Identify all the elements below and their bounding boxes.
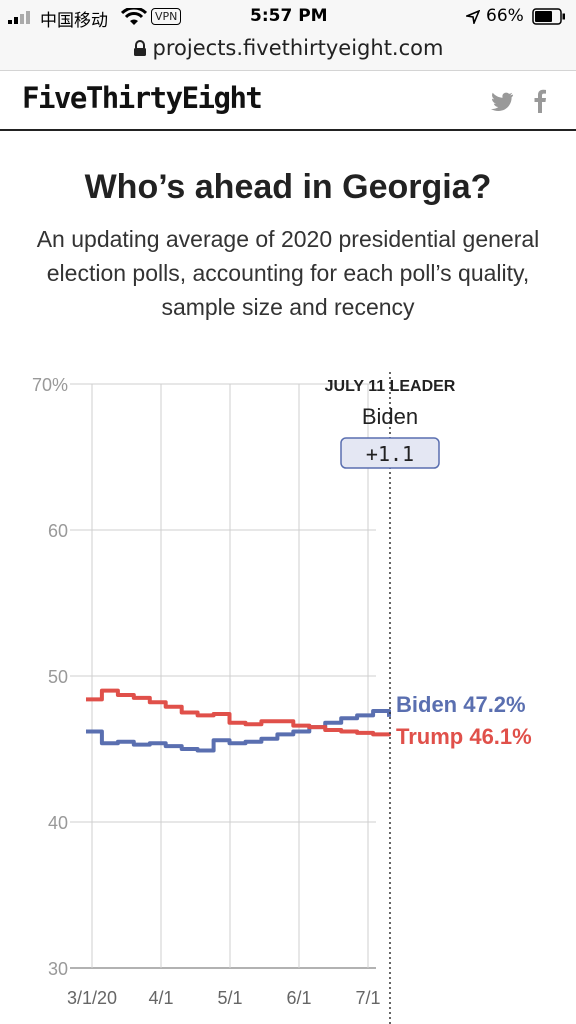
status-bar: 中国移动 VPN 5:57 PM 66% bbox=[0, 0, 576, 34]
x-tick-label: 3/1/20 bbox=[67, 988, 117, 1008]
x-tick-label: 4/1 bbox=[148, 988, 173, 1008]
y-tick-label: 30 bbox=[48, 959, 68, 979]
poll-average-chart: 70% 60 50 40 30 3/1/20 4/1 5/1 6/1 7/1 Biden 47.2%… bbox=[32, 372, 532, 1024]
x-tick-label: 6/1 bbox=[286, 988, 311, 1008]
battery-icon bbox=[532, 8, 565, 25]
series-label-biden: Biden 47.2% bbox=[396, 692, 526, 717]
y-tick-label: 70% bbox=[32, 375, 68, 395]
series-line-trump bbox=[86, 688, 391, 737]
leader-name: Biden bbox=[362, 404, 418, 429]
url-text: projects.fivethirtyeight.com bbox=[152, 36, 444, 60]
y-tick-label: 40 bbox=[48, 813, 68, 833]
site-header: FiveThirtyEight bbox=[0, 71, 576, 131]
battery-percent: 66% bbox=[486, 6, 524, 26]
y-tick-label: 60 bbox=[48, 521, 68, 541]
carrier-name: 中国移动 bbox=[40, 11, 108, 31]
twitter-icon[interactable] bbox=[490, 92, 514, 111]
x-tick-label: 5/1 bbox=[217, 988, 242, 1008]
leader-margin: +1.1 bbox=[366, 442, 414, 466]
site-logo[interactable]: FiveThirtyEight bbox=[22, 81, 263, 115]
lock-icon bbox=[133, 40, 146, 56]
series-label-trump: Trump 46.1% bbox=[396, 724, 532, 749]
y-tick-label: 50 bbox=[48, 667, 68, 687]
leader-margin-badge bbox=[340, 437, 440, 469]
facebook-icon[interactable] bbox=[533, 89, 547, 113]
x-tick-label: 7/1 bbox=[355, 988, 380, 1008]
address-bar[interactable]: projects.fivethirtyeight.com bbox=[0, 34, 576, 71]
clock: 5:57 PM bbox=[250, 6, 328, 26]
signal-icon bbox=[8, 11, 30, 24]
location-arrow-icon bbox=[466, 10, 480, 24]
page-subtitle: An updating average of 2020 presidential… bbox=[36, 226, 540, 320]
series-line-biden bbox=[86, 709, 391, 753]
leader-heading: JULY 11 LEADER bbox=[325, 378, 456, 395]
page-title: Who’s ahead in Georgia? bbox=[84, 168, 492, 206]
vpn-badge: VPN bbox=[151, 8, 182, 25]
wifi-icon bbox=[121, 8, 147, 25]
url-display[interactable]: projects.fivethirtyeight.com bbox=[0, 36, 576, 60]
